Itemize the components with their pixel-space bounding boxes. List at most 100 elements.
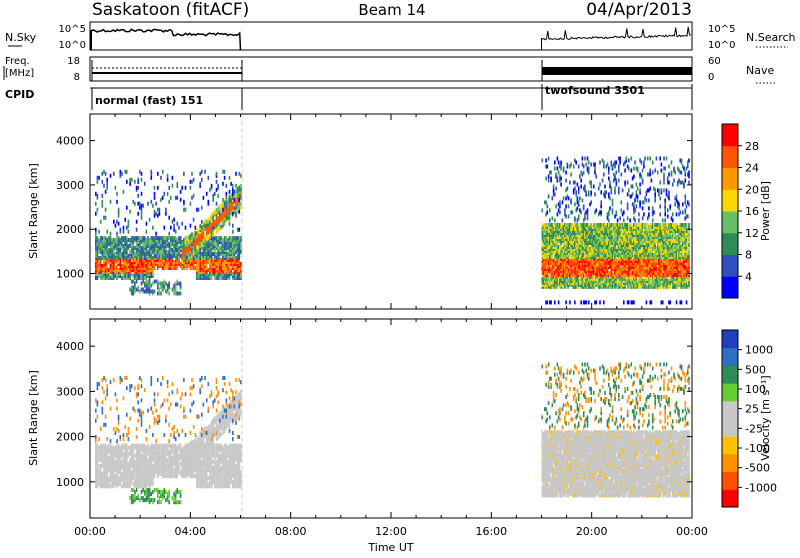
power-cell — [234, 206, 236, 210]
power-cell — [159, 212, 161, 216]
power-cell — [221, 276, 223, 280]
power-cell — [172, 248, 174, 252]
power-cell — [580, 300, 582, 304]
power-cell — [124, 272, 126, 276]
power-cell — [226, 268, 228, 272]
power-cell — [588, 300, 590, 304]
power-cell — [614, 190, 616, 194]
power-cell — [149, 284, 151, 288]
power-cell — [206, 224, 208, 228]
power-cell — [173, 228, 175, 232]
power-cell — [196, 241, 198, 245]
power-cell — [190, 256, 192, 260]
power-cell — [219, 223, 221, 227]
power-cell — [553, 185, 555, 189]
power-cell — [580, 210, 582, 214]
power-cell — [626, 157, 628, 161]
power-cell — [116, 220, 118, 224]
station-title: Saskatoon (fitACF) — [92, 0, 249, 20]
power-cell — [199, 234, 201, 238]
power-cell — [98, 268, 100, 272]
power-cell — [121, 240, 123, 244]
power-cell — [131, 248, 133, 252]
nave-tick-bottom: 0 — [708, 72, 714, 83]
power-cell — [628, 300, 630, 304]
power-cell — [201, 178, 203, 182]
power-cell — [612, 198, 614, 202]
power-cell — [102, 180, 104, 184]
power-cell — [639, 200, 641, 204]
power-cell — [214, 210, 216, 214]
power-cell — [217, 242, 219, 246]
power-cell — [204, 235, 206, 239]
power-cell — [654, 188, 656, 192]
power-cell — [637, 167, 639, 171]
power-cell — [118, 254, 120, 258]
power-cell — [185, 255, 187, 259]
power-cell — [193, 218, 195, 222]
power-cell — [545, 200, 547, 204]
power-cell — [560, 167, 562, 171]
power-cell — [232, 184, 234, 188]
power-cell — [121, 252, 123, 256]
power-cell — [97, 252, 99, 256]
power-cell — [102, 194, 104, 198]
power-cell — [105, 262, 107, 266]
power-cell — [120, 174, 122, 178]
power-cell — [204, 170, 206, 174]
power-cell — [649, 169, 651, 173]
power-cell — [548, 157, 550, 161]
power-cell — [118, 222, 120, 226]
nave-series-b — [542, 67, 692, 75]
power-cell — [146, 222, 148, 226]
power-cell — [203, 266, 205, 270]
power-cell — [151, 236, 153, 240]
power-cell — [611, 190, 613, 194]
power-cell — [227, 197, 229, 201]
power-cell — [633, 175, 635, 179]
power-cell — [638, 212, 640, 216]
power-cell — [154, 210, 156, 214]
power-cell — [139, 256, 141, 260]
power-cell — [618, 187, 620, 191]
power-cell — [222, 198, 224, 202]
power-cell — [629, 218, 631, 222]
power-cell — [110, 174, 112, 178]
power-cell — [237, 254, 239, 258]
power-cell — [165, 208, 167, 212]
power-cell — [113, 272, 115, 276]
power-cell — [239, 185, 241, 189]
power-cell — [603, 300, 605, 304]
power-cell — [550, 177, 552, 181]
power-cell — [95, 212, 97, 216]
power-cell — [139, 252, 141, 256]
power-cell — [580, 179, 582, 183]
power-cell — [641, 175, 643, 179]
power-cell — [631, 157, 633, 161]
power-cell — [582, 198, 584, 202]
power-cell — [141, 172, 143, 176]
power-cell — [188, 247, 190, 251]
power-cell — [562, 218, 564, 222]
power-cell — [131, 178, 133, 182]
power-cell — [116, 262, 118, 266]
power-cell — [239, 210, 241, 214]
power-cell — [110, 236, 112, 240]
power-cell — [181, 242, 183, 246]
power-cell — [183, 256, 185, 260]
power-cell — [159, 236, 161, 240]
power-cell — [222, 276, 224, 280]
power-cell — [201, 206, 203, 210]
power-cell — [224, 244, 226, 248]
power-cell — [199, 172, 201, 176]
power-cell — [203, 260, 205, 264]
power-cell — [167, 288, 169, 292]
power-cell — [155, 232, 157, 236]
power-cell — [134, 252, 136, 256]
power-cell — [201, 258, 203, 262]
power-cell — [549, 218, 551, 222]
power-cell — [196, 249, 198, 253]
power-cell — [633, 167, 635, 171]
power-cell — [106, 178, 108, 182]
power-cell — [222, 224, 224, 228]
